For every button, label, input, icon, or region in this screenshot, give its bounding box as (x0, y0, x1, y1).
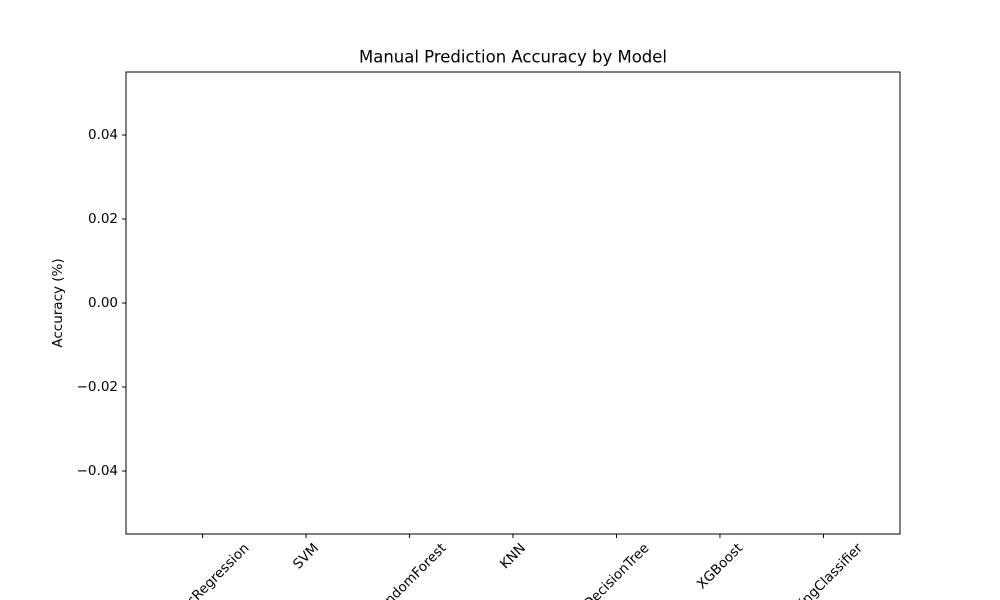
y-axis-label: Accuracy (%) (50, 258, 66, 347)
y-tick-label: −0.04 (77, 463, 118, 479)
y-tick-label: −0.02 (77, 379, 118, 395)
x-tick-label: XGBoost (694, 540, 746, 592)
y-tick-label: 0.02 (88, 211, 118, 227)
x-tick-label: DecisionTree (581, 540, 653, 600)
x-tick-label: KNN (497, 540, 529, 572)
x-tick-label: RandomForest (369, 540, 449, 600)
x-tick-label: SVM (290, 540, 322, 572)
plot-frame (125, 71, 901, 535)
y-tick-label: 0.00 (88, 295, 118, 311)
chart-title: Manual Prediction Accuracy by Model (359, 48, 667, 67)
x-tick-label: LogisticRegression (153, 540, 253, 600)
y-tick-label: 0.04 (88, 127, 118, 143)
x-tick-label: VotingClassifier (781, 540, 866, 600)
